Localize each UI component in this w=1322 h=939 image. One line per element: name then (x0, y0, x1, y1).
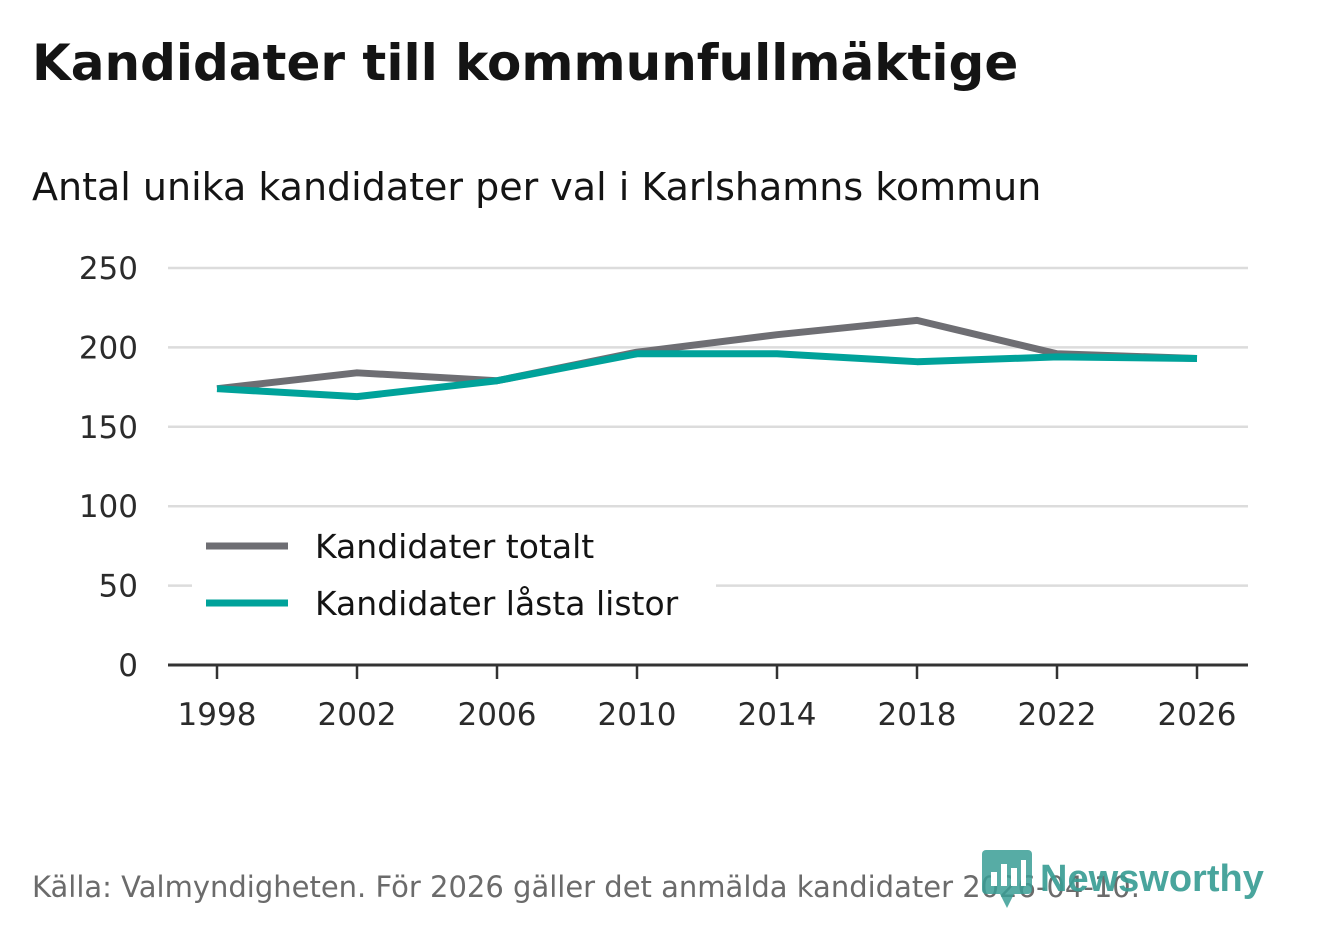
y-axis: 0 50 100 150 200 250 (79, 251, 138, 684)
x-tick-label: 2026 (1158, 697, 1237, 733)
x-tick-label: 2018 (878, 697, 957, 733)
series-line-1 (216, 316, 1198, 393)
series-line-2 (216, 350, 1198, 401)
y-tick-label: 200 (79, 330, 138, 366)
x-axis: 1998 2002 2006 2010 2014 2018 2022 2026 (168, 663, 1248, 733)
legend-label: Kandidater totalt (315, 527, 594, 566)
y-tick-label: 0 (118, 648, 138, 684)
x-tick-label: 2002 (318, 697, 397, 733)
x-tick-label: 2014 (738, 697, 817, 733)
series-lines (216, 316, 1198, 401)
chart-title: Kandidater till kommunfullmäktige (32, 34, 1019, 92)
brand-name: Newsworthy (1040, 857, 1264, 900)
x-tick-label: 2022 (1018, 697, 1097, 733)
legend-background (192, 515, 716, 627)
y-tick-label: 100 (79, 489, 138, 525)
newsworthy-logo-icon (982, 850, 1032, 908)
y-tick-label: 50 (99, 569, 138, 605)
x-tick-label: 2006 (458, 697, 537, 733)
y-tick-label: 150 (79, 410, 138, 446)
y-tick-label: 250 (79, 251, 138, 287)
brand-logo: Newsworthy (982, 850, 1264, 908)
legend-label: Kandidater låsta listor (315, 584, 679, 623)
legend: Kandidater totalt Kandidater låsta listor (192, 515, 716, 627)
source-note: Källa: Valmyndigheten. För 2026 gäller d… (32, 870, 1140, 904)
x-tick-label: 1998 (178, 697, 257, 733)
line-chart: 0 50 100 150 200 250 1998 2002 2006 2010 2014 2018… (79, 251, 1248, 733)
chart-subtitle: Antal unika kandidater per val i Karlsha… (32, 165, 1042, 209)
x-tick-label: 2010 (598, 697, 677, 733)
